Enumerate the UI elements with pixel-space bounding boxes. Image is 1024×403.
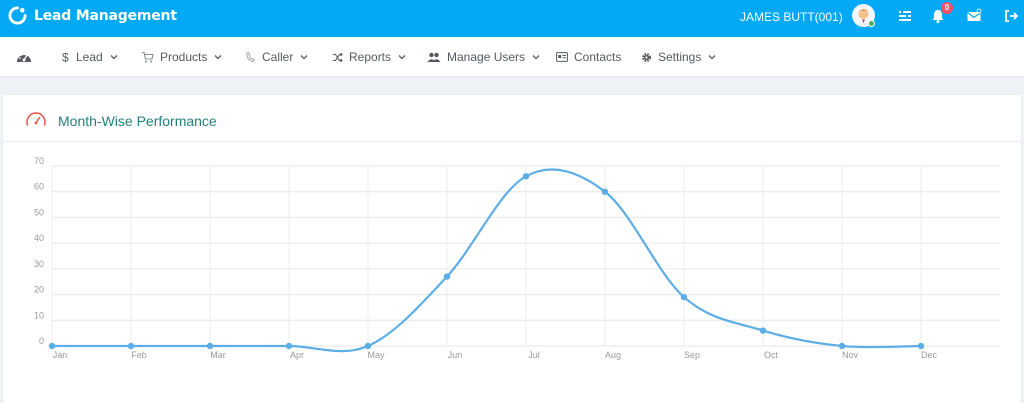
top-bar: Lead Management JAMES BUTT(001) 0 [0, 0, 1024, 37]
x-tick-label: Feb [131, 350, 147, 360]
data-point[interactable] [759, 327, 767, 334]
nav-reports-label: Reports [349, 50, 392, 64]
gear-icon [642, 52, 651, 62]
nav-caller-label: Caller [262, 50, 294, 64]
nav-settings-label: Settings [658, 50, 702, 64]
notification-badge: 0 [941, 2, 953, 14]
x-tick-label: Apr [290, 350, 304, 360]
x-tick-label: Dec [921, 350, 938, 360]
users-icon [427, 52, 441, 62]
x-tick-label: Jun [448, 350, 463, 360]
avatar[interactable] [852, 4, 875, 27]
list-icon[interactable] [897, 8, 913, 24]
data-point[interactable] [522, 173, 530, 180]
nav-manage-users-label: Manage Users [447, 50, 526, 64]
series-line [52, 168, 922, 353]
data-point[interactable] [206, 342, 214, 350]
panel-header: Month-Wise Performance [3, 95, 1021, 142]
y-tick-label: 50 [34, 207, 44, 217]
y-tick-label: 0 [39, 336, 44, 346]
cart-icon [142, 51, 154, 63]
x-tick-label: Oct [764, 350, 779, 360]
panel-title: Month-Wise Performance [58, 113, 217, 129]
data-point[interactable] [127, 342, 135, 350]
x-tick-label: Aug [605, 350, 621, 360]
nav-lead-label: Lead [76, 50, 103, 64]
data-point[interactable] [443, 273, 451, 280]
x-tick-label: Mar [210, 350, 226, 360]
chevron-down-icon [300, 55, 308, 60]
dollar-icon: $ [62, 51, 69, 63]
y-tick-label: 30 [34, 259, 44, 269]
y-tick-label: 40 [34, 233, 44, 243]
chevron-down-icon [532, 55, 540, 60]
y-tick-label: 60 [34, 182, 44, 192]
chevron-down-icon [110, 55, 118, 60]
mail-icon[interactable] [966, 8, 982, 24]
performance-panel: Month-Wise Performance [2, 94, 1022, 403]
svg-text:$: $ [62, 51, 69, 63]
data-point[interactable] [364, 342, 372, 350]
data-point[interactable] [48, 342, 56, 350]
brand[interactable]: Lead Management [8, 6, 177, 25]
x-tick-label: Jul [528, 350, 540, 360]
nav-products[interactable]: Products [141, 37, 228, 77]
nav-reports[interactable]: Reports [332, 37, 412, 77]
x-tick-label: Jan [53, 350, 68, 360]
y-tick-label: 70 [34, 156, 44, 166]
x-tick-label: May [367, 350, 385, 360]
phone-icon [246, 52, 256, 62]
x-tick-label: Sep [684, 350, 700, 360]
data-point[interactable] [838, 342, 846, 350]
nav-settings[interactable]: Settings [641, 37, 722, 77]
data-point[interactable] [285, 342, 293, 350]
online-status-dot [868, 20, 875, 27]
month-wise-line-chart: 0 10 20 30 40 50 60 70 Jan Feb Mar Apr May Jun Jul Aug S… [34, 156, 1000, 360]
nav-manage-users[interactable]: Manage Users [427, 37, 546, 77]
y-tick-label: 20 [34, 285, 44, 295]
bell-icon[interactable] [930, 8, 946, 24]
dashboard-icon [17, 53, 31, 62]
nav-contacts-label: Contacts [574, 50, 622, 64]
x-tick-label: Nov [842, 350, 859, 360]
data-point[interactable] [917, 342, 925, 350]
avatar-icon [855, 9, 872, 27]
main-nav: $ Lead Products Caller Reports Manage [0, 37, 1024, 77]
shuffle-icon [333, 52, 343, 62]
chevron-down-icon [708, 55, 716, 60]
contact-card-icon [556, 52, 568, 62]
nav-caller[interactable]: Caller [245, 37, 314, 77]
chevron-down-icon [398, 55, 406, 60]
nav-products-label: Products [160, 50, 208, 64]
nav-dashboard[interactable] [16, 37, 38, 77]
data-point[interactable] [601, 188, 609, 195]
speedometer-icon [26, 112, 46, 126]
nav-contacts[interactable]: Contacts [556, 37, 621, 77]
nav-lead[interactable]: $ Lead [62, 37, 124, 77]
app-title: Lead Management [34, 7, 177, 24]
y-tick-label: 10 [34, 310, 44, 320]
data-point[interactable] [680, 293, 688, 301]
brand-logo-icon [8, 6, 27, 25]
logout-icon[interactable] [1003, 8, 1019, 24]
user-name[interactable]: JAMES BUTT(001) [740, 10, 843, 24]
chevron-down-icon [214, 55, 222, 60]
